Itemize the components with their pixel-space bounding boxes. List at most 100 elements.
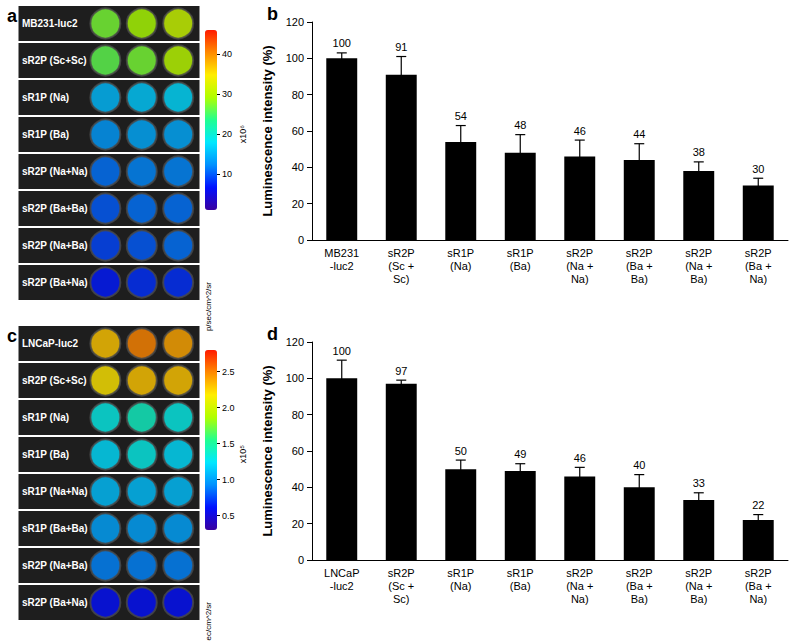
svg-text:46: 46 — [574, 125, 586, 137]
svg-text:30: 30 — [222, 89, 232, 99]
svg-text:97: 97 — [395, 365, 407, 377]
svg-text:LNCaP-luc2: LNCaP-luc2 — [22, 338, 79, 349]
svg-text:(Na +: (Na + — [685, 580, 712, 592]
svg-text:Ba): Ba) — [690, 593, 707, 605]
svg-text:(Ba): (Ba) — [510, 580, 531, 592]
svg-text:(Sc +: (Sc + — [388, 260, 414, 272]
svg-text:-luc2: -luc2 — [330, 260, 354, 272]
svg-text:20: 20 — [222, 129, 232, 139]
svg-text:Na): Na) — [749, 593, 767, 605]
svg-text:d: d — [267, 324, 278, 344]
svg-text:sR1P (Ba+Ba): sR1P (Ba+Ba) — [22, 523, 88, 534]
svg-text:100: 100 — [286, 52, 304, 64]
svg-text:x10⁵: x10⁵ — [238, 445, 248, 464]
svg-text:120: 120 — [286, 336, 304, 348]
svg-text:49: 49 — [514, 448, 526, 460]
svg-text:Ba): Ba) — [690, 273, 707, 285]
svg-text:20: 20 — [292, 198, 304, 210]
svg-text:33: 33 — [693, 477, 705, 489]
svg-text:sR2P: sR2P — [388, 247, 415, 259]
svg-text:2.0: 2.0 — [222, 403, 235, 413]
svg-text:a: a — [7, 6, 18, 26]
svg-text:MB231: MB231 — [324, 247, 359, 259]
svg-text:sR1P: sR1P — [507, 567, 534, 579]
svg-text:Luminescence intensity (%): Luminescence intensity (%) — [260, 45, 275, 216]
svg-text:100: 100 — [333, 345, 351, 357]
svg-text:Sc): Sc) — [393, 273, 410, 285]
svg-text:c: c — [7, 326, 17, 346]
svg-text:0: 0 — [298, 554, 304, 566]
svg-text:sR2P (Ba+Na): sR2P (Ba+Na) — [22, 597, 88, 608]
svg-text:sR1P (Na+Na): sR1P (Na+Na) — [22, 486, 88, 497]
svg-text:(Sc +: (Sc + — [388, 580, 414, 592]
svg-text:Na): Na) — [571, 273, 589, 285]
svg-text:sR2P: sR2P — [388, 567, 415, 579]
svg-text:(Na): (Na) — [450, 260, 471, 272]
svg-text:sR2P: sR2P — [566, 567, 593, 579]
svg-text:(Na): (Na) — [450, 580, 471, 592]
svg-text:1.5: 1.5 — [222, 439, 235, 449]
svg-text:40: 40 — [222, 49, 232, 59]
svg-text:44: 44 — [633, 128, 645, 140]
svg-text:sR2P (Ba+Na): sR2P (Ba+Na) — [22, 277, 88, 288]
svg-text:sR2P: sR2P — [745, 567, 772, 579]
svg-text:sR2P: sR2P — [685, 247, 712, 259]
svg-text:38: 38 — [693, 146, 705, 158]
svg-text:40: 40 — [292, 161, 304, 173]
svg-text:20: 20 — [292, 518, 304, 530]
svg-text:sR2P: sR2P — [626, 247, 653, 259]
svg-text:(Ba +: (Ba + — [745, 260, 772, 272]
svg-text:(Na +: (Na + — [685, 260, 712, 272]
svg-text:80: 80 — [292, 409, 304, 421]
svg-text:sR1P: sR1P — [507, 247, 534, 259]
svg-text:0.5: 0.5 — [222, 511, 235, 521]
svg-text:sR1P (Na): sR1P (Na) — [22, 92, 69, 103]
svg-text:40: 40 — [633, 459, 645, 471]
svg-text:sR1P (Ba): sR1P (Ba) — [22, 129, 69, 140]
svg-text:100: 100 — [286, 372, 304, 384]
svg-text:Luminescence intensity (%): Luminescence intensity (%) — [260, 365, 275, 536]
svg-text:(Na +: (Na + — [566, 580, 593, 592]
svg-text:sR2P: sR2P — [566, 247, 593, 259]
svg-text:sR2P (Ba+Ba): sR2P (Ba+Ba) — [22, 203, 88, 214]
svg-text:48: 48 — [514, 119, 526, 131]
svg-text:sR1P: sR1P — [447, 247, 474, 259]
svg-text:sR2P (Na+Ba): sR2P (Na+Ba) — [22, 560, 88, 571]
svg-text:p/sec/cm^2/sr: p/sec/cm^2/sr — [204, 602, 213, 641]
svg-text:22: 22 — [752, 499, 764, 511]
svg-text:(Ba +: (Ba + — [745, 580, 772, 592]
svg-text:-luc2: -luc2 — [330, 580, 354, 592]
svg-text:Sc): Sc) — [393, 593, 410, 605]
svg-text:sR1P (Na): sR1P (Na) — [22, 412, 69, 423]
svg-text:(Ba): (Ba) — [510, 260, 531, 272]
svg-text:10: 10 — [222, 169, 232, 179]
svg-text:sR2P: sR2P — [745, 247, 772, 259]
svg-text:sR2P (Sc+Sc): sR2P (Sc+Sc) — [22, 375, 87, 386]
svg-text:MB231-luc2: MB231-luc2 — [22, 18, 78, 29]
svg-text:30: 30 — [752, 163, 764, 175]
svg-text:120: 120 — [286, 16, 304, 28]
svg-text:sR2P: sR2P — [685, 567, 712, 579]
svg-text:sR1P: sR1P — [447, 567, 474, 579]
svg-text:0: 0 — [298, 234, 304, 246]
svg-text:(Ba +: (Ba + — [626, 580, 653, 592]
svg-text:sR2P (Sc+Sc): sR2P (Sc+Sc) — [22, 55, 87, 66]
svg-text:LNCaP: LNCaP — [324, 567, 359, 579]
svg-text:p/sec/cm^2/sr: p/sec/cm^2/sr — [204, 282, 213, 331]
svg-text:1.0: 1.0 — [222, 475, 235, 485]
svg-text:(Ba +: (Ba + — [626, 260, 653, 272]
svg-text:46: 46 — [574, 452, 586, 464]
svg-text:sR2P (Na+Ba): sR2P (Na+Ba) — [22, 240, 88, 251]
svg-text:Na): Na) — [571, 593, 589, 605]
svg-text:Ba): Ba) — [631, 593, 648, 605]
svg-text:sR1P (Ba): sR1P (Ba) — [22, 449, 69, 460]
svg-text:50: 50 — [455, 445, 467, 457]
svg-text:40: 40 — [292, 481, 304, 493]
svg-text:b: b — [267, 4, 278, 24]
svg-text:60: 60 — [292, 445, 304, 457]
svg-text:x10⁶: x10⁶ — [238, 125, 248, 144]
svg-text:100: 100 — [333, 37, 351, 49]
svg-text:60: 60 — [292, 125, 304, 137]
svg-text:54: 54 — [455, 110, 467, 122]
svg-text:(Na +: (Na + — [566, 260, 593, 272]
